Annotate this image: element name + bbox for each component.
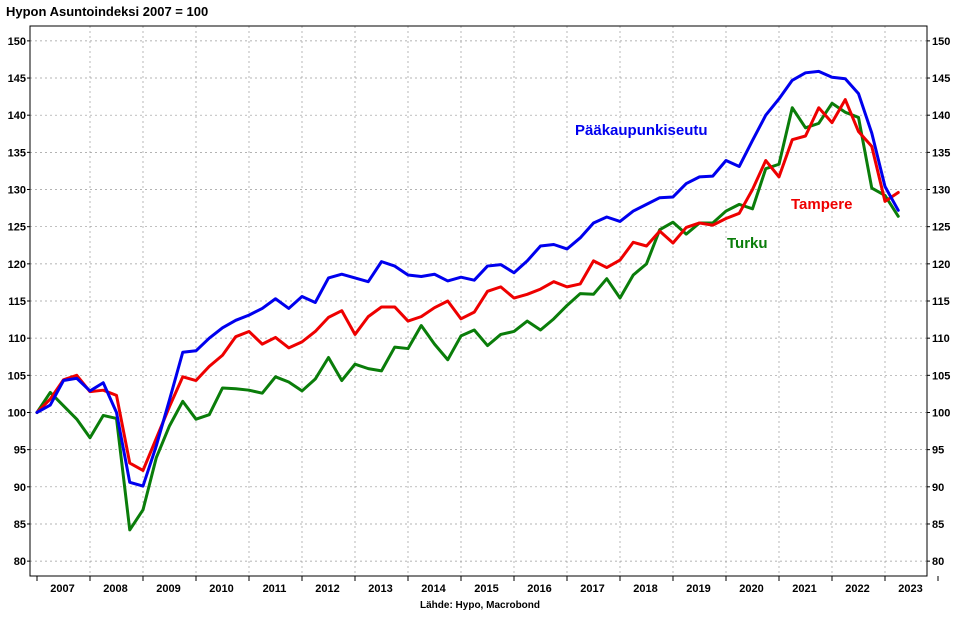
y-tick-label-right: 95 <box>932 445 944 457</box>
y-tick-label-right: 120 <box>932 259 950 271</box>
y-tick-label-left: 120 <box>8 259 26 271</box>
y-tick-label-left: 110 <box>8 333 26 345</box>
y-tick-label-left: 130 <box>8 185 26 197</box>
y-tick-label-right: 105 <box>932 370 950 382</box>
x-tick-label: 2011 <box>263 583 287 595</box>
y-tick-label-right: 115 <box>932 296 950 308</box>
y-tick-label-right: 140 <box>932 110 950 122</box>
x-tick-label: 2023 <box>898 583 922 595</box>
x-tick-label: 2022 <box>845 583 869 595</box>
y-tick-label-right: 85 <box>932 519 944 531</box>
x-tick-label: 2021 <box>792 583 816 595</box>
source-note: Lähde: Hypo, Macrobond <box>420 600 540 611</box>
y-tick-label-right: 150 <box>932 36 950 48</box>
y-tick-label-left: 135 <box>8 147 26 159</box>
x-tick-label: 2016 <box>527 583 551 595</box>
y-tick-label-right: 90 <box>932 482 944 494</box>
x-tick-label: 2012 <box>315 583 339 595</box>
y-tick-label-left: 105 <box>8 370 26 382</box>
y-tick-label-left: 115 <box>8 296 26 308</box>
y-tick-label-left: 95 <box>14 445 26 457</box>
y-tick-label-left: 125 <box>8 222 26 234</box>
y-tick-label-right: 100 <box>932 407 950 419</box>
series-annotations: Pääkaupunkiseutu Tampere Turku <box>575 122 852 252</box>
x-tick-label: 2017 <box>580 583 604 595</box>
y-tick-label-right: 145 <box>932 73 950 85</box>
annotation-tampere: Tampere <box>791 196 852 213</box>
annotation-paakaupunkiseutu: Pääkaupunkiseutu <box>575 122 708 139</box>
x-tick-label: 2019 <box>686 583 710 595</box>
y-tick-label-right: 125 <box>932 222 950 234</box>
series-line-turku <box>35 101 900 532</box>
y-tick-label-right: 110 <box>932 333 950 345</box>
y-tick-label-left: 80 <box>14 556 26 568</box>
y-tick-label-right: 80 <box>932 556 944 568</box>
y-tick-label-left: 145 <box>8 73 26 85</box>
x-tick-label: 2007 <box>50 583 74 595</box>
y-tick-label-left: 90 <box>14 482 26 494</box>
y-tick-label-left: 85 <box>14 519 26 531</box>
chart-title: Hypon Asuntoindeksi 2007 = 100 <box>6 4 209 19</box>
series-line-tampere <box>35 98 900 472</box>
y-tick-label-left: 140 <box>8 110 26 122</box>
x-tick-label: 2014 <box>421 583 446 595</box>
x-tick-label: 2010 <box>209 583 233 595</box>
annotation-turku: Turku <box>727 235 768 252</box>
series-line-paakaupunkiseutu <box>35 69 900 488</box>
axes: 80 80 85 85 90 90 95 95 100 100 105 105 110 110 115 115… <box>8 36 951 595</box>
x-tick-label: 2020 <box>739 583 763 595</box>
y-tick-label-right: 130 <box>932 185 950 197</box>
x-tick-label: 2015 <box>474 583 498 595</box>
grid-lines <box>30 26 927 576</box>
series-lines <box>35 69 900 532</box>
y-tick-label-right: 135 <box>932 147 950 159</box>
y-tick-label-left: 100 <box>8 407 26 419</box>
x-tick-label: 2018 <box>633 583 657 595</box>
y-tick-label-left: 150 <box>8 36 26 48</box>
x-tick-label: 2013 <box>368 583 392 595</box>
x-tick-label: 2009 <box>156 583 180 595</box>
x-tick-label: 2008 <box>103 583 127 595</box>
